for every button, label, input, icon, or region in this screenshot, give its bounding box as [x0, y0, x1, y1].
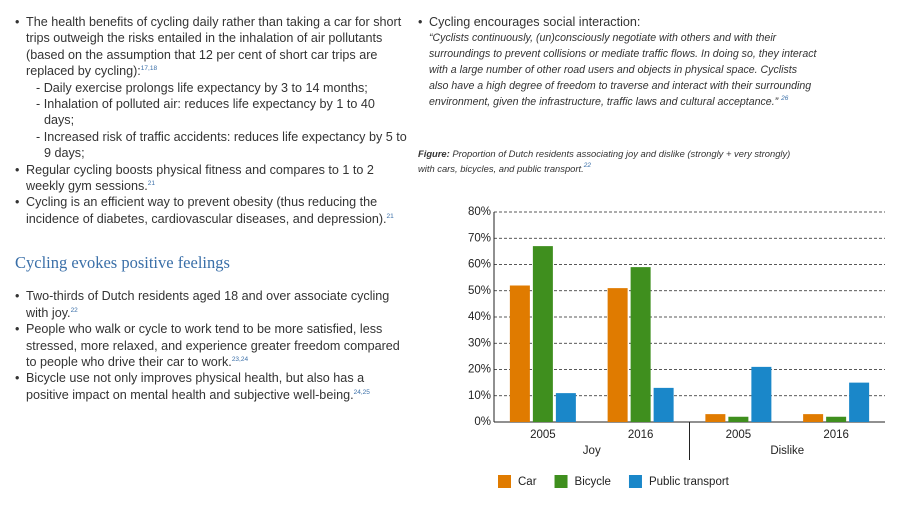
bullet-list: Cycling encourages social interaction: [418, 14, 818, 31]
bullet-list: Two-thirds of Dutch residents aged 18 an… [15, 288, 407, 403]
footnote-ref: 21 [147, 180, 156, 188]
bar [509, 285, 530, 422]
footnote-ref: 17,18 [140, 65, 158, 73]
bar [555, 393, 576, 422]
bullet: The health benefits of cycling daily rat… [15, 14, 407, 162]
legend-swatch [628, 475, 642, 488]
bar [630, 267, 651, 422]
x-tick-label: 2016 [823, 429, 849, 441]
sub-bullet: Daily exercise prolongs life expectancy … [26, 80, 407, 96]
x-tick-label: 2016 [628, 429, 654, 441]
bar [653, 387, 674, 422]
footnote-ref: 26 [781, 95, 789, 103]
quote-text: “Cyclists continuously, (un)consciously … [429, 32, 817, 109]
y-tick-label: 80% [468, 206, 491, 218]
sub-list: Daily exercise prolongs life expectancy … [26, 80, 407, 162]
bullet: Bicycle use not only improves physical h… [15, 370, 407, 403]
bar [607, 288, 628, 422]
section-heading: Cycling evokes positive feelings [15, 253, 230, 273]
y-tick-label: 70% [468, 232, 491, 244]
bullet: Two-thirds of Dutch residents aged 18 an… [15, 288, 407, 321]
footnote-ref: 22 [70, 306, 78, 314]
caption-label: Figure: [418, 148, 450, 160]
bullet-list: The health benefits of cycling daily rat… [15, 14, 407, 227]
footnote-ref: 22 [583, 162, 591, 170]
legend-label: Car [518, 476, 537, 488]
y-tick-label: 40% [468, 311, 491, 323]
sub-bullet: Inhalation of polluted air: reduces life… [26, 96, 407, 129]
bar [705, 414, 726, 422]
bullet-text: Cycling encourages social interaction: [429, 15, 641, 29]
legend-swatch [498, 475, 511, 488]
y-tick-label: 20% [468, 364, 491, 376]
y-tick-label: 60% [468, 259, 491, 271]
bullet-text: Regular cycling boosts physical fitness … [26, 162, 374, 194]
footnote-ref: 24,25 [353, 388, 370, 396]
bullet: Cycling is an efficient way to prevent o… [15, 194, 407, 227]
legend-swatch [554, 475, 568, 488]
y-tick-label: 30% [468, 337, 491, 349]
quote: “Cyclists continuously, (un)consciously … [418, 30, 818, 110]
bullet-text: The health benefits of cycling daily rat… [26, 15, 402, 79]
footnote-ref: 21 [386, 212, 394, 220]
bar [803, 414, 824, 422]
bar [826, 416, 847, 422]
y-tick-label: 10% [468, 390, 491, 402]
bar [849, 382, 870, 422]
figure-caption: Figure: Proportion of Dutch residents as… [418, 146, 798, 176]
left-column: The health benefits of cycling daily rat… [15, 14, 407, 403]
right-column: Cycling encourages social interaction: “… [418, 14, 818, 176]
bullet-text: People who walk or cycle to work tend to… [26, 322, 400, 369]
y-tick-label: 50% [468, 285, 491, 297]
bar [728, 416, 749, 422]
y-tick-label: 0% [474, 416, 491, 428]
bullet-text: Cycling is an efficient way to prevent o… [26, 195, 387, 226]
x-tick-label: 2005 [726, 429, 752, 441]
bullet-text: Bicycle use not only improves physical h… [26, 371, 365, 402]
group-label: Dislike [770, 445, 804, 457]
bar [532, 246, 553, 422]
group-label: Joy [583, 445, 601, 457]
bullet: People who walk or cycle to work tend to… [15, 321, 407, 370]
bullet-text: Two-thirds of Dutch residents aged 18 an… [26, 289, 390, 320]
x-tick-label: 2005 [530, 429, 556, 441]
caption-text: Proportion of Dutch residents associatin… [418, 148, 791, 175]
bar [751, 366, 772, 422]
bullet: Regular cycling boosts physical fitness … [15, 162, 407, 195]
sub-bullet: Increased risk of traffic accidents: red… [26, 129, 407, 162]
footnote-ref: 23,24 [231, 355, 249, 363]
legend-label: Public transport [649, 476, 730, 488]
bullet: Cycling encourages social interaction: [418, 14, 818, 31]
legend-label: Bicycle [575, 476, 611, 488]
